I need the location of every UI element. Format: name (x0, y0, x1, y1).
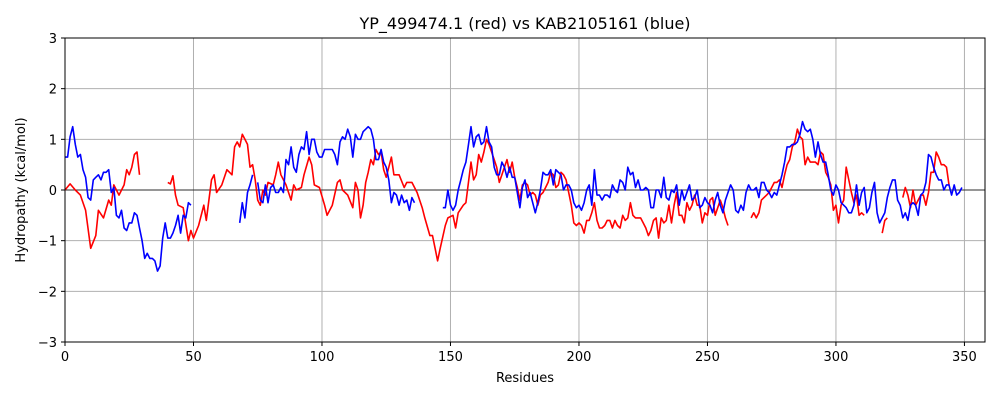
red-series-line (881, 217, 888, 234)
y-axis-label: Hydropathy (kcal/mol) (14, 117, 29, 262)
y-tick-label: 2 (49, 83, 57, 98)
chart-title: YP_499474.1 (red) vs KAB2105161 (blue) (358, 14, 690, 34)
x-tick-label: 200 (567, 350, 592, 365)
x-tick-label: 300 (824, 350, 849, 365)
blue-series-line (238, 174, 254, 224)
y-tick-label: 1 (49, 133, 57, 148)
x-tick-label: 150 (438, 350, 463, 365)
x-tick-label: 250 (695, 350, 720, 365)
x-tick-label: 350 (952, 350, 977, 365)
red-series-line (64, 151, 141, 250)
x-tick-label: 0 (61, 350, 69, 365)
y-tick-label: −3 (38, 336, 57, 351)
x-tick-label: 100 (310, 350, 335, 365)
y-ticks: −3 −2 −1 0 1 2 3 (38, 32, 65, 351)
blue-series-line (442, 120, 963, 224)
blue-series-line (256, 125, 416, 212)
x-ticks: 0 50 100 150 200 250 300 350 (61, 342, 977, 365)
y-tick-label: 0 (49, 184, 57, 199)
red-series-line (750, 128, 865, 224)
y-tick-label: −2 (38, 285, 57, 300)
x-axis-label: Residues (496, 371, 554, 386)
y-tick-label: 3 (49, 32, 57, 47)
y-tick-label: −1 (38, 235, 57, 250)
blue-series-line (65, 125, 192, 272)
x-tick-label: 50 (185, 350, 202, 365)
plot-lines (64, 120, 963, 272)
red-series-line (167, 133, 729, 262)
